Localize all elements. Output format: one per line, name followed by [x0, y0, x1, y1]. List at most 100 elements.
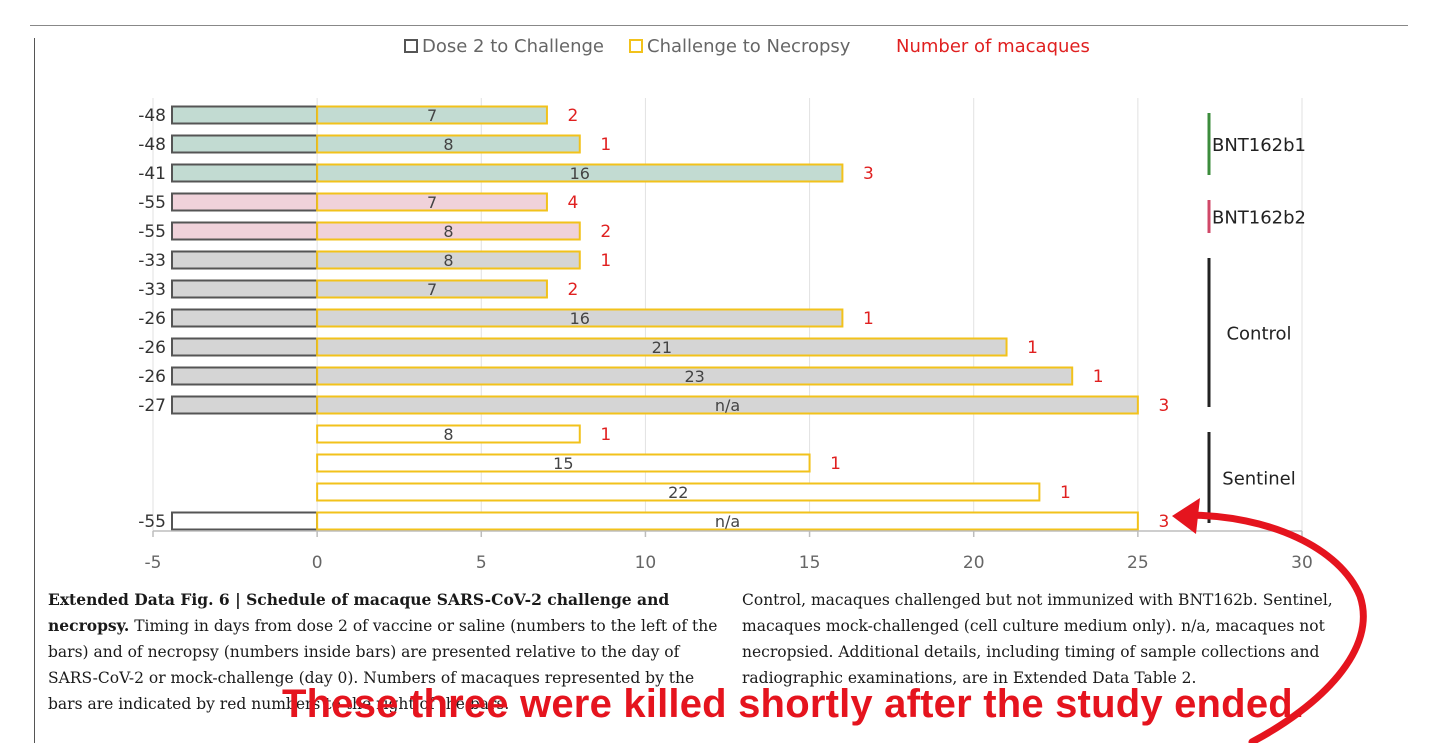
- challenge-bar: [316, 424, 581, 444]
- group-brackets: BNT162b1 BNT162b2 Control Sentinel: [1207, 113, 1306, 523]
- dose-bar: [171, 134, 319, 154]
- macaque-count-label: 2: [568, 106, 579, 126]
- macaque-count-label: 1: [830, 454, 841, 474]
- x-tick-label: 30: [1291, 553, 1313, 573]
- group-label-sentinel: Sentinel: [1222, 469, 1295, 490]
- dose-label: -55: [138, 512, 166, 532]
- x-tick-label: 5: [476, 553, 487, 573]
- challenge-label: 8: [443, 135, 453, 154]
- challenge-label: 7: [427, 106, 437, 125]
- group-label-control: Control: [1226, 324, 1291, 345]
- challenge-bar: [316, 337, 1008, 357]
- legend-label-count: Number of macaques: [896, 36, 1090, 57]
- macaque-count-label: 2: [600, 222, 611, 242]
- caption-left-text: Timing in days from dose 2 of vaccine or…: [48, 617, 718, 713]
- dose-bar: [171, 250, 319, 270]
- macaque-count-label: 4: [568, 193, 579, 213]
- figure-caption-right: Control, macaques challenged but not imm…: [742, 587, 1382, 691]
- red-arrow-curve: [1182, 511, 1367, 743]
- macaque-count-label: 3: [1158, 396, 1169, 416]
- macaque-count-label: 1: [1027, 338, 1038, 358]
- annotation-arrow: [1172, 498, 1367, 743]
- challenge-label: 7: [427, 193, 437, 212]
- dose-label: -26: [138, 367, 166, 387]
- challenge-label: 23: [684, 367, 704, 386]
- macaque-count-label: 1: [863, 309, 874, 329]
- dose-bar: [171, 163, 319, 183]
- challenge-label: 15: [553, 454, 573, 473]
- legend-label-dose: Dose 2 to Challenge: [422, 36, 604, 57]
- caption-right-text: Control, macaques challenged but not imm…: [742, 591, 1333, 687]
- dose-label: -33: [138, 251, 166, 271]
- dose-label: -48: [138, 135, 166, 155]
- dose-label: -55: [138, 193, 166, 213]
- challenge-label: 16: [570, 309, 590, 328]
- x-tick-label: 10: [635, 553, 657, 573]
- red-annotation-text: These three were killed shortly after th…: [282, 682, 1305, 726]
- challenge-label: 22: [668, 483, 688, 502]
- challenge-label: 21: [652, 338, 672, 357]
- dose-label: -48: [138, 106, 166, 126]
- red-arrow-head: [1172, 498, 1200, 534]
- macaque-count-label: 2: [568, 280, 579, 300]
- dose-bar: [171, 105, 319, 125]
- macaque-count-label: 3: [863, 164, 874, 184]
- figure-caption-left: Extended Data Fig. 6 | Schedule of macaq…: [48, 587, 720, 717]
- legend-swatch-challenge: [629, 39, 643, 53]
- dose-bar: [171, 192, 319, 212]
- top-rule: [30, 25, 1408, 26]
- legend-swatch-dose: [404, 39, 418, 53]
- dose-bar: [171, 337, 319, 357]
- macaque-count-label: 3: [1158, 512, 1169, 532]
- challenge-bar: [316, 192, 548, 212]
- group-label-bnt_b1: BNT162b1: [1212, 135, 1306, 156]
- macaque-count-label: 1: [600, 425, 611, 445]
- challenge-label: 8: [443, 425, 453, 444]
- challenge-bar: [316, 105, 548, 125]
- chart-bars: -48 7 2 -48 8 1 -41 16 3 -55 7 4 -55 8 2 -33 8 1 -33 7 2 -26 1…: [138, 105, 1169, 532]
- challenge-bar: [316, 366, 1074, 386]
- dose-bar: [171, 511, 319, 531]
- dose-label: -33: [138, 280, 166, 300]
- challenge-label: 16: [570, 164, 590, 183]
- legend-label-challenge: Challenge to Necropsy: [647, 36, 851, 57]
- challenge-bar: [316, 482, 1041, 502]
- dose-bar: [171, 279, 319, 299]
- chart-legend: Dose 2 to Challenge Challenge to Necrops…: [404, 36, 1090, 57]
- dose-bar: [171, 221, 319, 241]
- caption-title: Extended Data Fig. 6 | Schedule of macaq…: [48, 590, 670, 635]
- challenge-bar: [316, 395, 1139, 415]
- x-tick-label: -5: [145, 553, 162, 573]
- challenge-bar: [316, 453, 811, 473]
- challenge-label: n/a: [715, 512, 740, 531]
- challenge-bar: [316, 134, 581, 154]
- macaque-count-label: 1: [600, 251, 611, 271]
- macaque-count-label: 1: [1060, 483, 1071, 503]
- dose-label: -55: [138, 222, 166, 242]
- challenge-label: 7: [427, 280, 437, 299]
- challenge-bar: [316, 163, 844, 183]
- challenge-bar: [316, 308, 844, 328]
- dose-bar: [171, 366, 319, 386]
- challenge-label: 8: [443, 251, 453, 270]
- challenge-bar: [316, 279, 548, 299]
- challenge-label: 8: [443, 222, 453, 241]
- x-tick-label: 25: [1127, 553, 1149, 573]
- challenge-bar: [316, 221, 581, 241]
- group-label-bnt_b2: BNT162b2: [1212, 208, 1306, 229]
- macaque-count-label: 1: [1093, 367, 1104, 387]
- dose-label: -26: [138, 338, 166, 358]
- x-tick-label: 20: [963, 553, 985, 573]
- x-axis: -5 0 5 10 15 20 25 30: [145, 530, 1313, 573]
- challenge-bar: [316, 250, 581, 270]
- challenge-bar: [316, 511, 1139, 531]
- dose-label: -41: [138, 164, 166, 184]
- dose-bar: [171, 395, 319, 415]
- dose-bar: [171, 308, 319, 328]
- macaque-count-label: 1: [600, 135, 611, 155]
- x-tick-label: 15: [799, 553, 821, 573]
- dose-label: -26: [138, 309, 166, 329]
- dose-label: -27: [138, 396, 166, 416]
- x-tick-label: 0: [312, 553, 323, 573]
